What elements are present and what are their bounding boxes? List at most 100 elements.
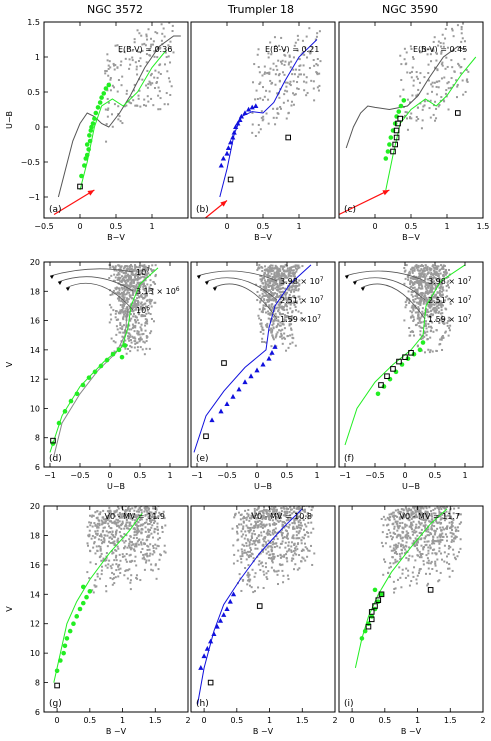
field-star bbox=[264, 282, 267, 285]
field-star bbox=[312, 59, 315, 62]
field-star bbox=[422, 320, 425, 323]
field-star bbox=[284, 514, 287, 517]
field-star bbox=[414, 295, 417, 298]
field-star bbox=[438, 269, 441, 272]
field-star bbox=[111, 563, 114, 566]
field-star bbox=[163, 35, 166, 38]
y-axis-label: V bbox=[5, 606, 14, 612]
field-star bbox=[441, 312, 444, 315]
isochrone-line-0 bbox=[53, 513, 143, 683]
field-star bbox=[288, 286, 291, 289]
field-star bbox=[138, 281, 141, 284]
field-star bbox=[422, 105, 425, 108]
age-label-exp: 7 bbox=[468, 295, 472, 302]
field-star bbox=[265, 89, 268, 92]
field-star bbox=[248, 519, 251, 522]
field-star bbox=[432, 299, 435, 302]
field-star bbox=[133, 41, 136, 44]
field-star bbox=[131, 304, 134, 307]
field-star bbox=[282, 574, 285, 577]
field-star bbox=[440, 52, 443, 55]
field-star bbox=[93, 541, 96, 544]
field-star bbox=[291, 288, 294, 291]
field-star bbox=[103, 539, 106, 542]
field-star bbox=[155, 507, 158, 510]
field-star bbox=[441, 33, 444, 36]
field-star bbox=[134, 267, 137, 270]
field-star bbox=[427, 528, 430, 531]
field-star bbox=[415, 280, 418, 283]
field-star bbox=[305, 35, 308, 38]
field-star bbox=[151, 82, 154, 85]
field-star bbox=[136, 532, 139, 535]
x-tick-label: −0.5 bbox=[70, 471, 89, 480]
field-star bbox=[430, 294, 433, 297]
field-star bbox=[245, 534, 248, 537]
field-star bbox=[415, 516, 418, 519]
field-star bbox=[261, 74, 264, 77]
field-star bbox=[426, 291, 429, 294]
field-star bbox=[112, 62, 115, 65]
field-star bbox=[307, 517, 310, 520]
field-star bbox=[126, 569, 129, 572]
field-star bbox=[125, 288, 128, 291]
field-star bbox=[272, 533, 275, 536]
field-star bbox=[258, 71, 261, 74]
field-star bbox=[143, 297, 146, 300]
field-star bbox=[457, 62, 460, 65]
field-star bbox=[126, 546, 129, 549]
field-star bbox=[426, 540, 429, 543]
field-star bbox=[278, 96, 281, 99]
field-star bbox=[131, 326, 134, 329]
field-star bbox=[424, 521, 427, 524]
field-star bbox=[304, 546, 307, 549]
field-star bbox=[123, 331, 126, 334]
field-star bbox=[170, 85, 173, 88]
field-star bbox=[104, 72, 107, 75]
field-star bbox=[402, 527, 405, 530]
field-star bbox=[246, 526, 249, 529]
field-star bbox=[395, 552, 398, 555]
x-tick-label: 0 bbox=[402, 471, 407, 480]
field-star bbox=[135, 543, 138, 546]
member-star bbox=[224, 606, 230, 611]
field-star bbox=[137, 283, 140, 286]
field-star bbox=[125, 534, 128, 537]
field-star bbox=[108, 509, 111, 512]
field-star bbox=[103, 526, 106, 529]
field-star bbox=[456, 85, 459, 88]
age-arrow-head bbox=[213, 287, 217, 291]
field-star bbox=[288, 279, 291, 282]
field-star bbox=[415, 582, 418, 585]
field-star bbox=[263, 540, 266, 543]
field-star bbox=[426, 557, 429, 560]
field-star bbox=[272, 320, 275, 323]
field-star bbox=[404, 301, 407, 304]
field-star bbox=[266, 324, 269, 327]
field-star bbox=[262, 118, 265, 121]
field-star bbox=[415, 264, 418, 267]
field-star bbox=[237, 511, 240, 514]
field-star bbox=[280, 36, 283, 39]
field-star bbox=[440, 285, 443, 288]
field-star bbox=[270, 345, 273, 348]
field-star bbox=[276, 275, 279, 278]
field-star bbox=[118, 553, 121, 556]
field-star bbox=[92, 591, 95, 594]
field-star bbox=[134, 315, 137, 318]
field-star bbox=[465, 79, 468, 82]
field-star bbox=[267, 550, 270, 553]
field-star bbox=[426, 314, 429, 317]
field-star bbox=[270, 264, 273, 267]
field-star bbox=[272, 280, 275, 283]
field-star bbox=[435, 300, 438, 303]
field-star bbox=[452, 518, 455, 521]
field-star bbox=[301, 509, 304, 512]
field-star bbox=[274, 515, 277, 518]
field-star bbox=[143, 510, 146, 513]
field-star bbox=[273, 523, 276, 526]
field-star bbox=[412, 330, 415, 333]
field-star bbox=[101, 530, 104, 533]
field-star bbox=[90, 521, 93, 524]
field-star bbox=[156, 544, 159, 547]
